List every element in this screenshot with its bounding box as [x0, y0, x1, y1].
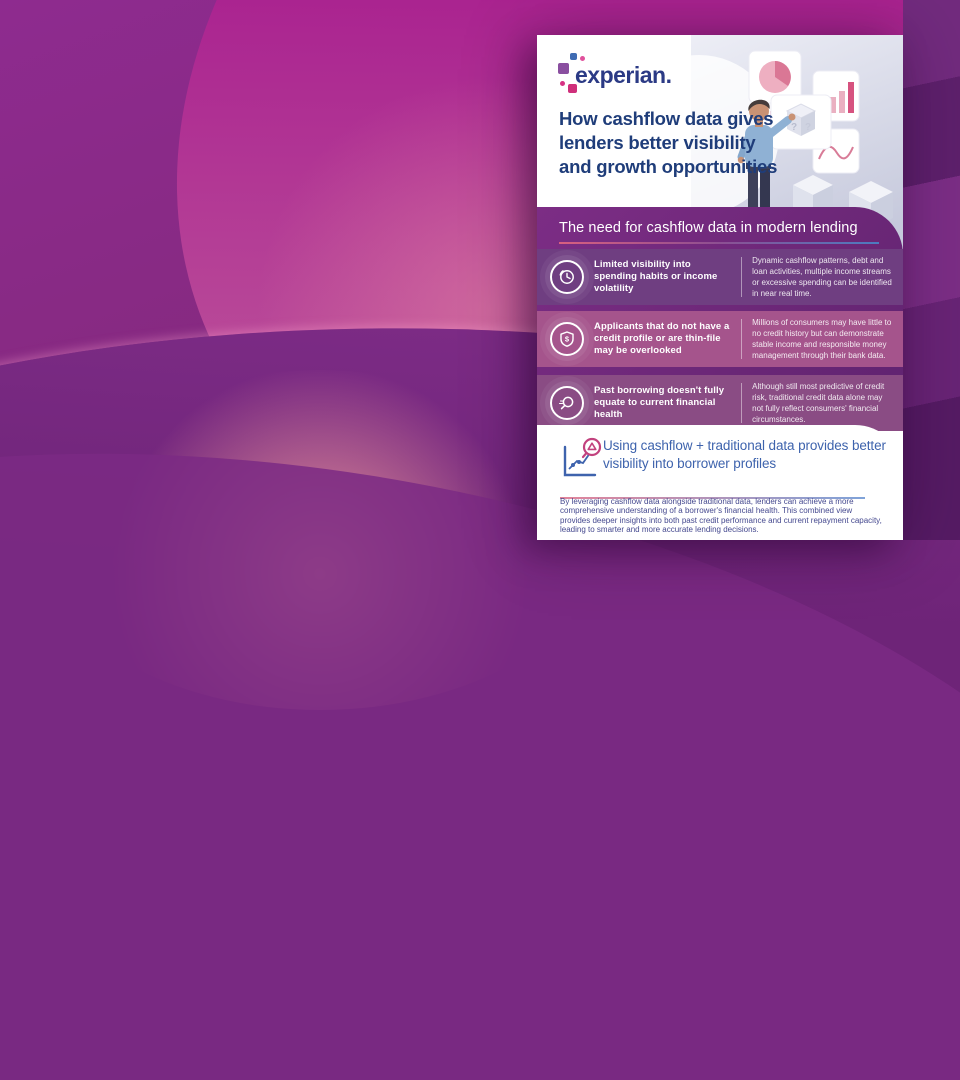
insight-section: Using cashflow + traditional data provid…: [537, 425, 903, 540]
insight-paragraph: By leveraging cashflow data alongside tr…: [560, 497, 882, 534]
need-row-description: Although still most predictive of credit…: [752, 382, 885, 424]
need-row-title: Applicants that do not have a credit pro…: [594, 321, 730, 356]
flyer-page: ? ?: [537, 35, 903, 540]
svg-text:?: ?: [805, 122, 811, 133]
need-row-past-borrowing: Past borrowing doesn't fully equate to c…: [537, 375, 903, 431]
needs-section: The need for cashflow data in modern len…: [537, 207, 903, 431]
chart-magnifier-icon: [557, 433, 607, 483]
pie-chart-card: [748, 50, 802, 104]
background-diagonal-stripes: [903, 0, 960, 540]
flyer-header: ? ?: [537, 35, 903, 278]
shield-dollar-icon: $: [550, 322, 584, 356]
experian-logo-mark-icon: [555, 48, 595, 103]
experian-logo: experian.: [555, 48, 705, 103]
need-row-title: Past borrowing doesn't fully equate to c…: [594, 385, 725, 420]
row-divider: [741, 383, 743, 423]
needs-heading-underline: [559, 242, 879, 244]
needs-section-heading: The need for cashflow data in modern len…: [559, 220, 858, 236]
need-row-description: Millions of consumers may have little to…: [752, 318, 892, 360]
magnifier-icon: [550, 386, 584, 420]
insight-heading-underline: [560, 497, 865, 499]
need-row-title: Limited visibility into spending habits …: [594, 259, 718, 294]
experian-logo-text: experian.: [575, 62, 672, 88]
need-row-visibility: Limited visibility into spending habits …: [537, 249, 903, 305]
person-illustration: [737, 99, 796, 243]
svg-text:$: $: [565, 335, 570, 344]
need-row-thin-file: $ Applicants that do not have a credit p…: [537, 311, 903, 367]
insight-heading: Using cashflow + traditional data provid…: [603, 438, 886, 471]
row-divider: [741, 319, 743, 359]
page-title: How cashflow data gives lenders better v…: [559, 108, 778, 177]
clock-icon: [550, 260, 584, 294]
need-row-description: Dynamic cashflow patterns, debt and loan…: [752, 256, 892, 298]
row-divider: [741, 257, 743, 297]
insight-body: By leveraging cashflow data alongside tr…: [560, 497, 882, 540]
svg-text:?: ?: [791, 122, 797, 133]
